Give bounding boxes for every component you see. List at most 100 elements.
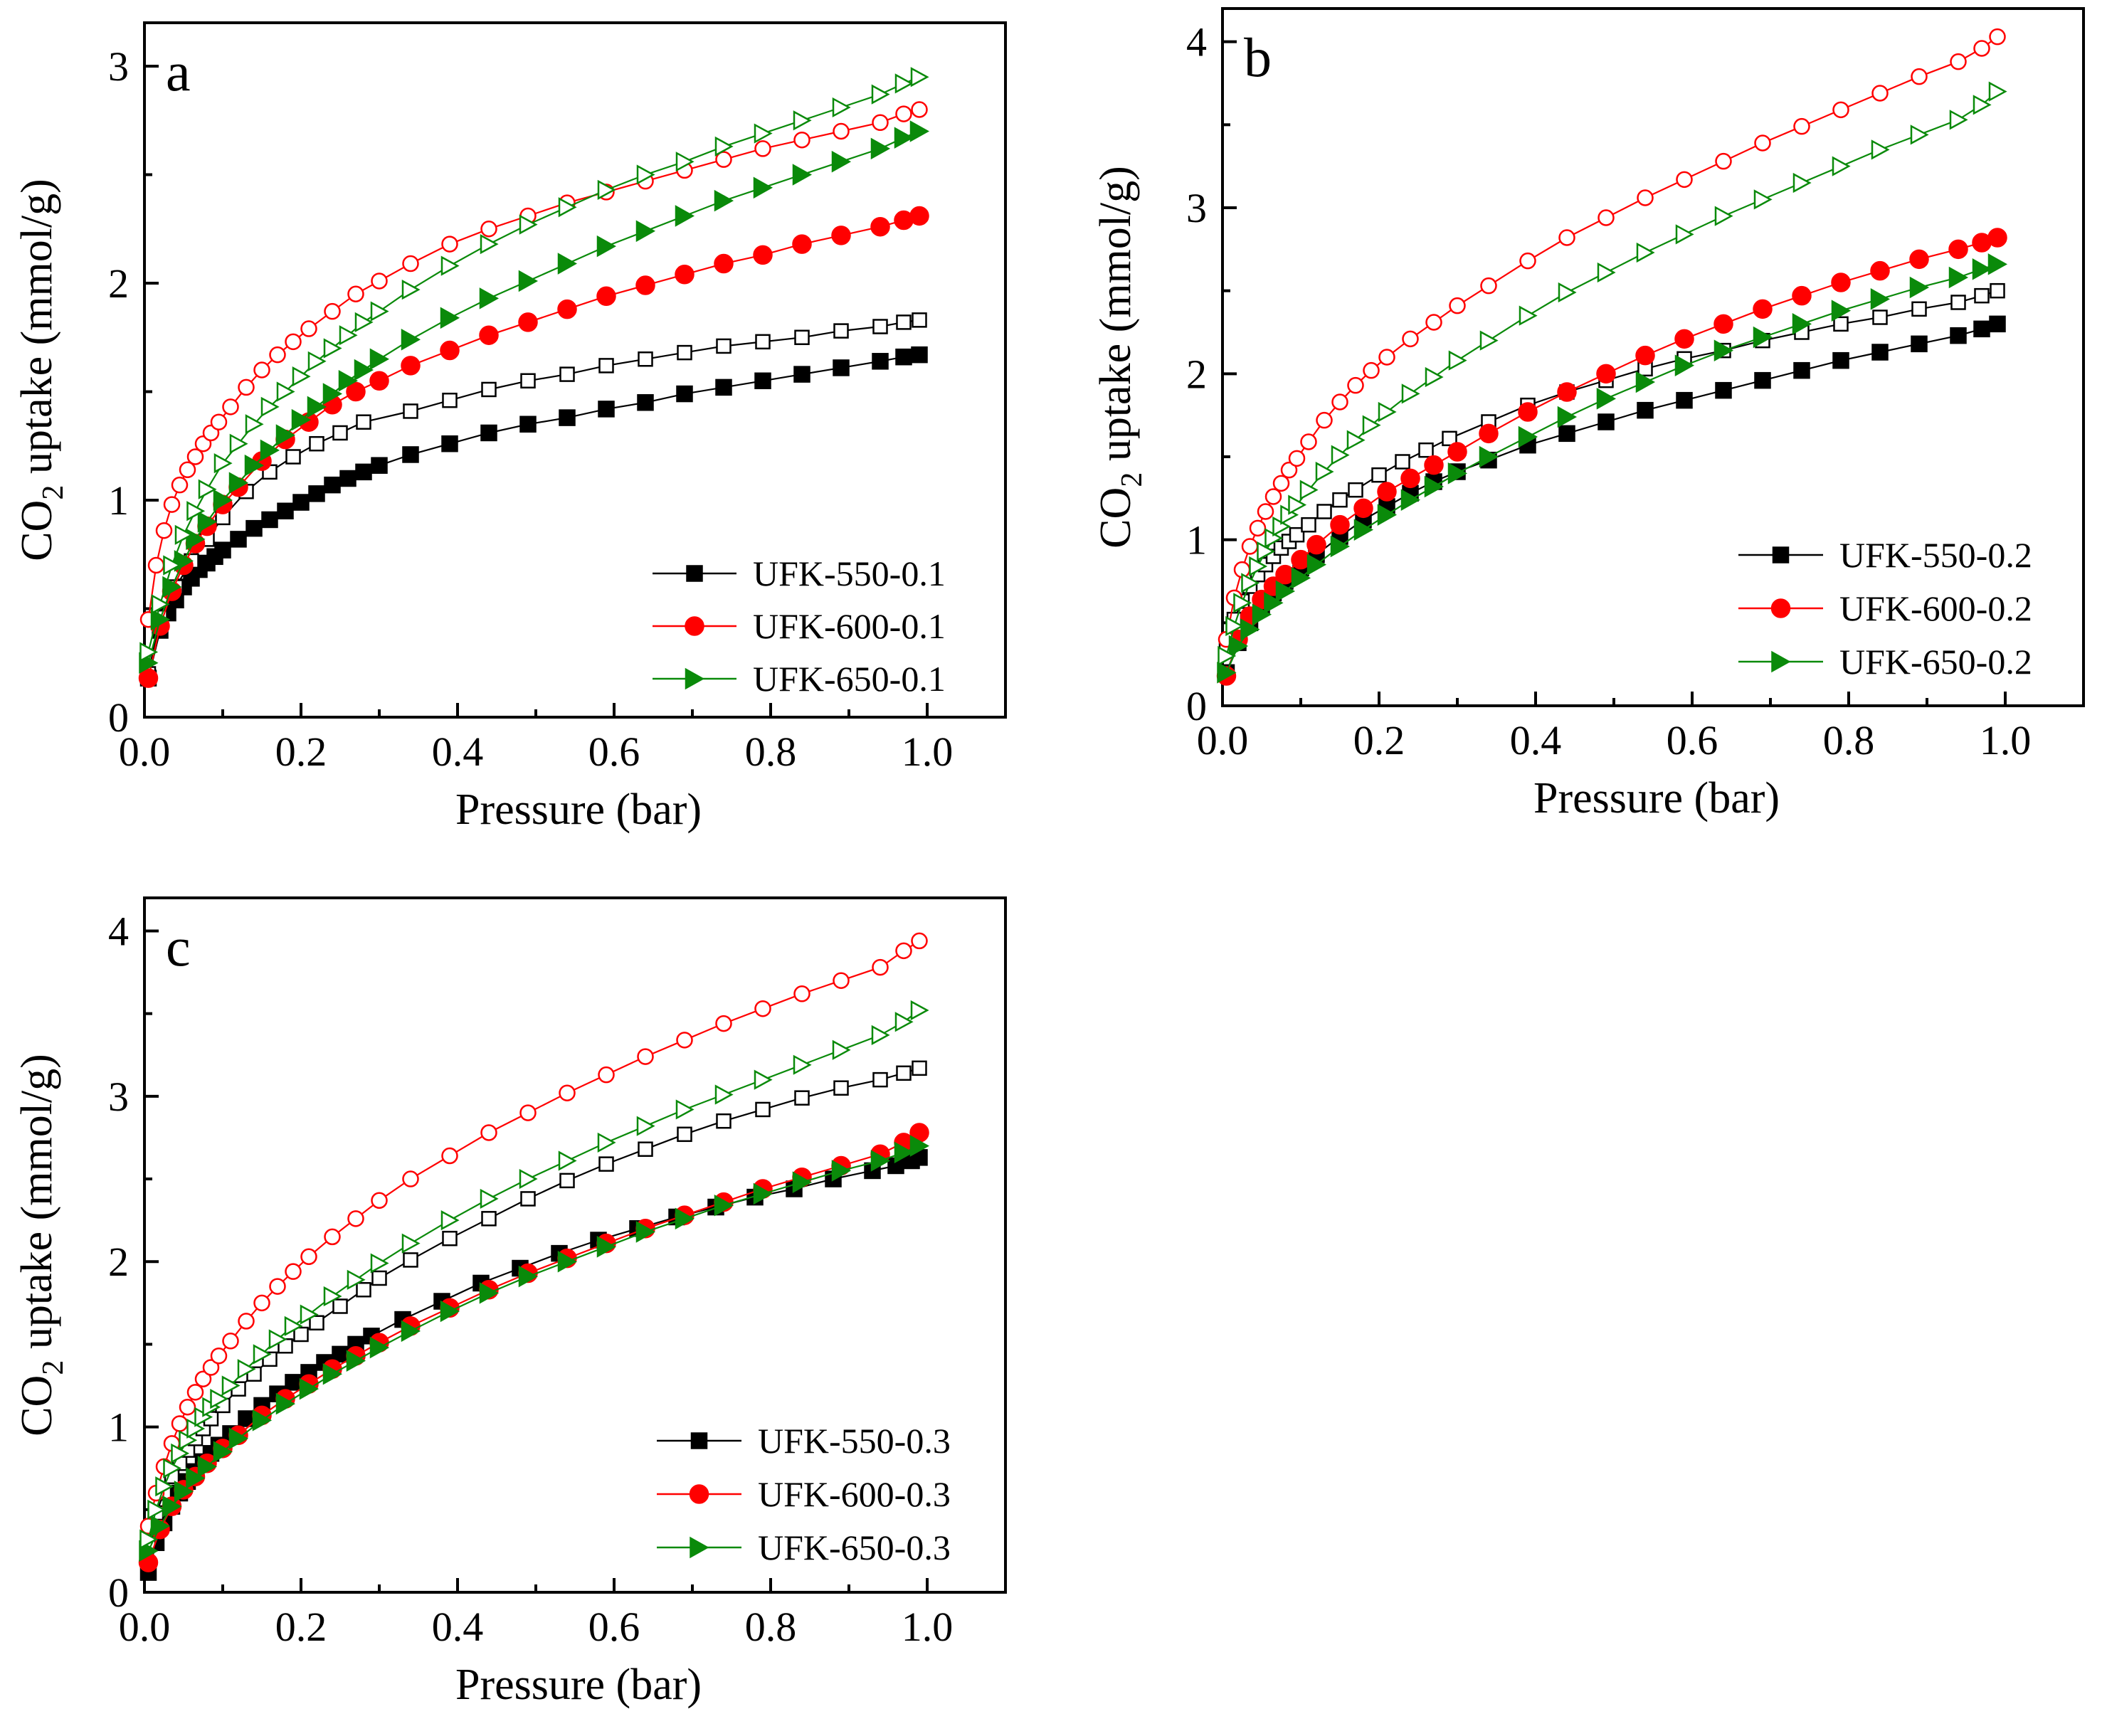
x-tick-label: 0.8 [745, 1604, 797, 1650]
y-tick-label: 3 [1186, 185, 1207, 231]
data-point [1560, 231, 1575, 245]
data-point [1974, 321, 1990, 337]
x-tick-label: 0.6 [588, 729, 640, 775]
data-point [520, 416, 536, 432]
data-point [1307, 536, 1326, 554]
data-point [1675, 329, 1694, 348]
data-point [1427, 315, 1442, 330]
x-tick-label: 0.8 [1823, 717, 1875, 763]
x-tick-label: 0.2 [275, 1604, 327, 1650]
x-tick-label: 0.4 [432, 1604, 484, 1650]
data-point [309, 486, 324, 502]
data-point [302, 322, 317, 337]
data-point [1559, 425, 1575, 441]
x-tick-label: 1.0 [1980, 717, 2032, 763]
y-tick-label: 2 [108, 1239, 129, 1285]
data-point [164, 497, 179, 512]
panel-label: c [166, 916, 191, 978]
data-point [1448, 443, 1467, 461]
data-point [1872, 344, 1888, 360]
data-point [1378, 482, 1396, 501]
data-point [1258, 504, 1273, 519]
data-point [270, 347, 285, 362]
data-point [349, 1211, 364, 1226]
data-point [677, 1032, 692, 1047]
data-point [403, 447, 418, 462]
data-point [1349, 483, 1363, 497]
y-tick-label: 3 [108, 1074, 129, 1120]
data-point [373, 1271, 386, 1285]
data-point [1242, 539, 1257, 554]
data-point [246, 521, 262, 536]
data-point [912, 933, 927, 948]
data-point [349, 287, 364, 302]
data-point [793, 235, 811, 253]
data-point [482, 1125, 497, 1140]
data-point [678, 346, 692, 359]
data-point [834, 973, 849, 988]
panel-label: b [1244, 26, 1272, 88]
data-point [795, 986, 810, 1001]
data-point [403, 1172, 418, 1187]
data-point [443, 237, 458, 252]
data-point [796, 1091, 809, 1105]
data-point [1519, 403, 1537, 421]
data-point [255, 363, 270, 378]
data-point [1794, 363, 1810, 379]
data-point [325, 304, 340, 319]
data-point [1677, 172, 1692, 187]
data-point [636, 276, 655, 295]
data-point [794, 366, 810, 382]
x-tick-label: 0.4 [432, 729, 484, 775]
data-point [1975, 289, 1989, 302]
data-point [835, 324, 848, 338]
data-point [600, 359, 613, 372]
data-point [324, 477, 340, 493]
data-point [1274, 476, 1289, 491]
data-point [443, 1148, 458, 1163]
legend-label: UFK-650-0.1 [753, 659, 946, 699]
data-point [796, 331, 809, 344]
data-point [1871, 262, 1889, 280]
data-point [1479, 424, 1498, 443]
data-point [1302, 518, 1316, 531]
data-point [521, 1106, 536, 1121]
data-point [340, 471, 356, 487]
data-point [1354, 499, 1373, 517]
legend-label: UFK-650-0.2 [1839, 642, 2032, 682]
x-tick-label: 1.0 [902, 1604, 954, 1650]
x-tick-label: 0.2 [1353, 717, 1405, 763]
data-point [912, 102, 927, 117]
legend-label: UFK-600-0.1 [753, 606, 946, 646]
data-point [1637, 403, 1653, 418]
data-point [223, 399, 238, 414]
x-axis-label: Pressure (bar) [455, 785, 702, 834]
data-point [835, 1081, 848, 1095]
data-point [754, 245, 772, 264]
data-point [1950, 328, 1966, 344]
data-point [1250, 521, 1265, 536]
data-point [370, 371, 389, 390]
legend-label: UFK-550-0.2 [1839, 535, 2032, 575]
legend-label: UFK-600-0.2 [1839, 588, 2032, 628]
data-point [270, 1279, 285, 1294]
data-point [482, 221, 497, 236]
data-point [717, 1114, 731, 1128]
data-point [149, 558, 164, 573]
data-point [215, 542, 231, 558]
y-tick-label: 1 [108, 477, 129, 524]
data-point [559, 410, 575, 425]
data-point [302, 1249, 317, 1264]
data-point [1301, 435, 1316, 450]
data-point [716, 379, 732, 395]
data-point [401, 356, 420, 375]
data-point [873, 960, 888, 975]
data-point [1333, 395, 1348, 410]
data-point [638, 395, 653, 411]
x-tick-label: 1.0 [902, 729, 954, 775]
data-point [1951, 54, 1966, 69]
data-point [558, 300, 576, 319]
data-point [1988, 228, 2007, 247]
data-point [872, 354, 888, 369]
data-point [560, 1086, 575, 1101]
